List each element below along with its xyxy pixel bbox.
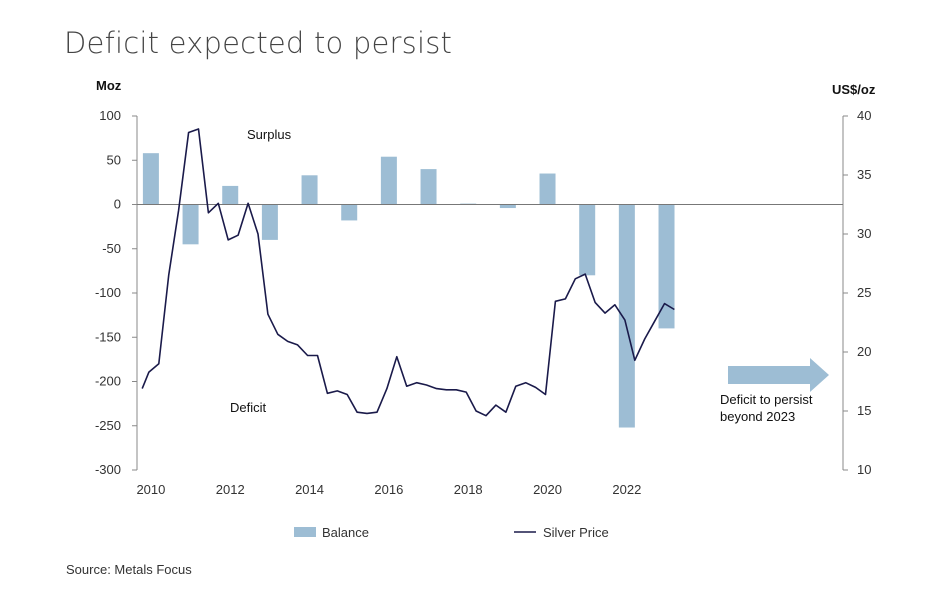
right-axis-tick-label: 40	[857, 108, 871, 123]
right-axis-tick-label: 10	[857, 462, 871, 477]
right-axis-tick-label: 25	[857, 285, 871, 300]
balance-bars	[142, 153, 675, 428]
right-axis-label: US$/oz	[832, 82, 876, 97]
annotations: Surplus Deficit Deficit to persist beyond 2…	[230, 127, 829, 424]
balance-bar	[658, 204, 675, 329]
balance-bar	[341, 204, 358, 221]
annotation-deficit-persist: Deficit to persist beyond 2023	[720, 392, 813, 424]
balance-bar	[261, 204, 278, 240]
left-axis-label: Moz	[96, 78, 122, 93]
right-axis-tick-label: 30	[857, 226, 871, 241]
chart-title: Deficit expected to persist	[64, 26, 453, 60]
left-axis-tick-label: -300	[95, 462, 121, 477]
x-axis-tick-label: 2016	[374, 482, 403, 497]
balance-bar	[499, 204, 516, 209]
balance-bar	[301, 175, 318, 205]
legend: Balance Silver Price	[294, 525, 609, 540]
legend-label-balance: Balance	[322, 525, 369, 540]
left-axis-tick-label: 50	[107, 152, 121, 167]
annotation-surplus: Surplus	[247, 127, 292, 142]
left-axis-tick-label: -250	[95, 418, 121, 433]
left-axis-tick-label: 100	[99, 108, 121, 123]
right-axis-tick-label: 15	[857, 403, 871, 418]
left-axis-tick-label: -150	[95, 329, 121, 344]
balance-bar	[618, 204, 635, 428]
silver-price-path	[141, 128, 675, 417]
balance-bar	[380, 156, 397, 205]
balance-bar	[579, 204, 596, 276]
legend-label-silver-price: Silver Price	[543, 525, 609, 540]
x-axis-tick-label: 2010	[136, 482, 165, 497]
annotation-deficit: Deficit	[230, 400, 267, 415]
legend-swatch-balance	[294, 527, 316, 537]
arrow-right-icon	[728, 358, 829, 392]
x-axis-tick-label: 2012	[216, 482, 245, 497]
x-axis-tick-label: 2022	[612, 482, 641, 497]
left-axis-tick-label: 0	[114, 197, 121, 212]
right-axis-tick-label: 35	[857, 167, 871, 182]
left-axis-tick-label: -100	[95, 285, 121, 300]
axes: 100 50 0 -50 -100 -150 -200 -250 -300 Moz 40 35 30 25…	[95, 78, 876, 497]
balance-bar	[222, 185, 239, 205]
silver-price-line	[141, 128, 675, 417]
right-axis-tick-label: 20	[857, 344, 871, 359]
source-note: Source: Metals Focus	[66, 562, 192, 577]
x-axis-tick-label: 2020	[533, 482, 562, 497]
balance-bar	[182, 204, 199, 245]
left-axis-tick-label: -50	[102, 241, 121, 256]
balance-bar	[539, 173, 556, 205]
balance-bar	[142, 153, 159, 205]
x-axis-tick-label: 2018	[454, 482, 483, 497]
left-axis-tick-label: -200	[95, 374, 121, 389]
x-axis-tick-label: 2014	[295, 482, 324, 497]
balance-bar	[420, 169, 437, 205]
